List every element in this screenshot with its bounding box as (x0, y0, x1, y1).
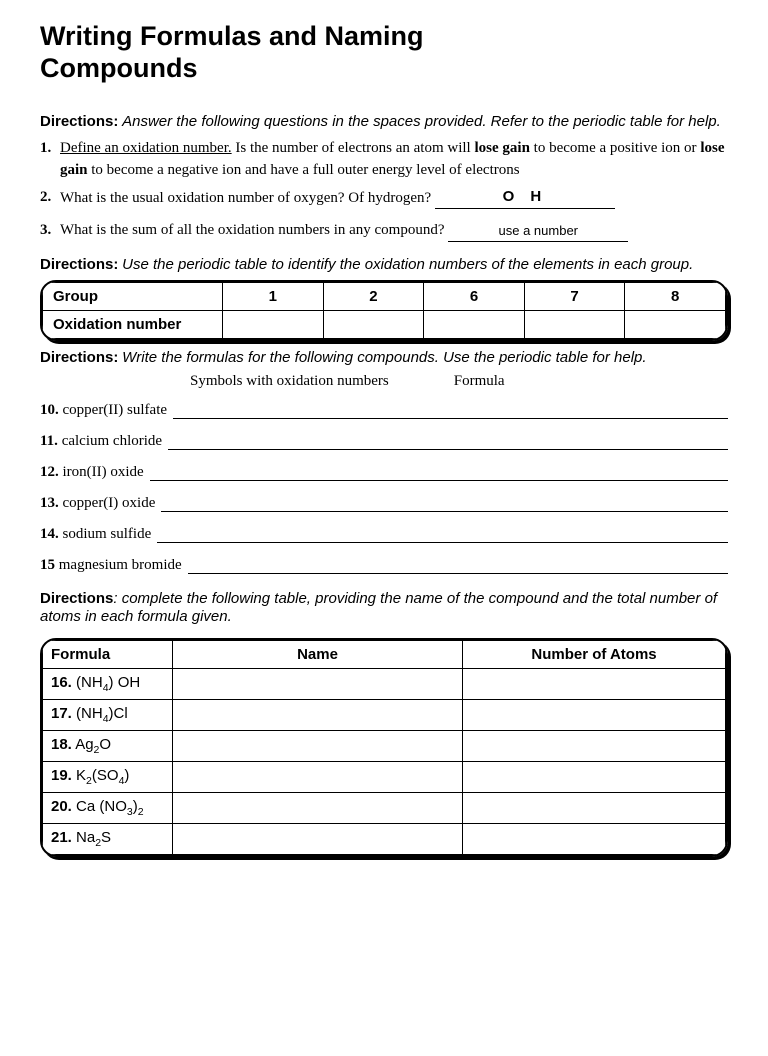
name-cell[interactable] (173, 761, 463, 792)
question-2: 2. What is the usual oxidation number of… (40, 186, 728, 210)
oxnum-cell[interactable] (625, 310, 726, 338)
name-cell[interactable] (173, 823, 463, 854)
oxnum-cell[interactable] (524, 310, 625, 338)
th-atoms: Number of Atoms (463, 640, 726, 668)
directions-text: : complete the following table, providin… (40, 590, 717, 625)
table-row: 21. Na2S (43, 823, 726, 854)
atoms-cell[interactable] (463, 823, 726, 854)
compound-label: 14. sodium sulfide (40, 526, 151, 543)
directions-text: Use the periodic table to identify the o… (122, 256, 693, 273)
compound-row: 14. sodium sulfide (40, 526, 728, 543)
table-header-row: Formula Name Number of Atoms (43, 640, 726, 668)
q2-answer-blank[interactable]: O H (435, 186, 615, 210)
th-formula: Formula (43, 640, 173, 668)
table-row: Oxidation number (43, 310, 726, 338)
table-row: 16. (NH4) OH (43, 668, 726, 699)
name-cell[interactable] (173, 730, 463, 761)
formula-cell: 18. Ag2O (43, 730, 173, 761)
atoms-cell[interactable] (463, 761, 726, 792)
directions-label: Directions (40, 590, 113, 607)
compound-row: 13. copper(I) oxide (40, 495, 728, 512)
directions-label: Directions: (40, 349, 118, 366)
group-header: Group (43, 282, 223, 310)
atoms-cell[interactable] (463, 792, 726, 823)
directions-4: Directions: complete the following table… (40, 590, 728, 626)
q1-text-c: to become a negative ion and have a full… (88, 162, 520, 178)
question-1: 1. Define an oxidation number. Is the nu… (40, 137, 728, 182)
compound-row: 11. calcium chloride (40, 433, 728, 450)
oxidation-table: Group 1 2 6 7 8 Oxidation number (40, 280, 728, 341)
question-number: 3. (40, 219, 60, 242)
name-cell[interactable] (173, 792, 463, 823)
compound-label: 12. iron(II) oxide (40, 464, 144, 481)
compound-row: 10. copper(II) sulfate (40, 402, 728, 419)
formula-table: Formula Name Number of Atoms 16. (NH4) O… (40, 638, 728, 857)
group-col: 6 (424, 282, 525, 310)
compound-row: 15 magnesium bromide (40, 557, 728, 574)
formula-cell: 17. (NH4)Cl (43, 699, 173, 730)
directions-label: Directions: (40, 256, 118, 273)
table-row: 20. Ca (NO3)2 (43, 792, 726, 823)
directions-1: Directions: Answer the following questio… (40, 113, 728, 131)
name-cell[interactable] (173, 699, 463, 730)
answer-blank[interactable] (188, 560, 728, 574)
oxnum-cell[interactable] (424, 310, 525, 338)
atoms-cell[interactable] (463, 668, 726, 699)
q1-text-b: to become a positive ion or (530, 140, 700, 156)
q2-text: What is the usual oxidation number of ox… (60, 190, 435, 206)
directions-text: Write the formulas for the following com… (122, 349, 646, 366)
table-row: 17. (NH4)Cl (43, 699, 726, 730)
directions-label: Directions: (40, 113, 118, 130)
atoms-cell[interactable] (463, 730, 726, 761)
atoms-cell[interactable] (463, 699, 726, 730)
formula-cell: 16. (NH4) OH (43, 668, 173, 699)
col-header-2: Formula (454, 373, 505, 390)
directions-text: Answer the following questions in the sp… (122, 113, 721, 130)
table-row: 19. K2(SO4) (43, 761, 726, 792)
compound-row: 12. iron(II) oxide (40, 464, 728, 481)
col-header-1: Symbols with oxidation numbers (190, 373, 450, 390)
answer-blank[interactable] (157, 529, 728, 543)
directions-3: Directions: Write the formulas for the f… (40, 349, 728, 367)
table-row: Group 1 2 6 7 8 (43, 282, 726, 310)
group-col: 1 (223, 282, 324, 310)
page-title: Writing Formulas and Naming Compounds (40, 20, 728, 85)
oxnum-cell[interactable] (223, 310, 324, 338)
compound-label: 13. copper(I) oxide (40, 495, 155, 512)
formula-cell: 20. Ca (NO3)2 (43, 792, 173, 823)
answer-blank[interactable] (173, 405, 728, 419)
name-cell[interactable] (173, 668, 463, 699)
table-row: 18. Ag2O (43, 730, 726, 761)
title-line-2: Compounds (40, 53, 197, 83)
formula-cell: 19. K2(SO4) (43, 761, 173, 792)
question-number: 1. (40, 137, 60, 182)
directions-2: Directions: Use the periodic table to id… (40, 256, 728, 274)
th-name: Name (173, 640, 463, 668)
compound-label: 15 magnesium bromide (40, 557, 182, 574)
column-headers: Symbols with oxidation numbers Formula (190, 373, 728, 390)
q3-answer-blank[interactable]: use a number (448, 221, 628, 242)
answer-blank[interactable] (150, 467, 728, 481)
oxnum-cell[interactable] (323, 310, 424, 338)
answer-blank[interactable] (161, 498, 728, 512)
question-body: What is the sum of all the oxidation num… (60, 219, 728, 242)
question-body: What is the usual oxidation number of ox… (60, 186, 728, 210)
question-body: Define an oxidation number. Is the numbe… (60, 137, 728, 182)
oxnum-header: Oxidation number (43, 310, 223, 338)
compound-label: 10. copper(II) sulfate (40, 402, 167, 419)
answer-blank[interactable] (168, 436, 728, 450)
q1-text-a: Is the number of electrons an atom will (232, 140, 475, 156)
compounds-list: 10. copper(II) sulfate 11. calcium chlori… (40, 402, 728, 574)
q1-bold1: lose gain (474, 140, 529, 156)
formula-cell: 21. Na2S (43, 823, 173, 854)
group-col: 7 (524, 282, 625, 310)
q1-underlined: Define an oxidation number. (60, 140, 232, 156)
question-number: 2. (40, 186, 60, 210)
compound-label: 11. calcium chloride (40, 433, 162, 450)
q3-text: What is the sum of all the oxidation num… (60, 222, 448, 238)
title-line-1: Writing Formulas and Naming (40, 21, 424, 51)
question-3: 3. What is the sum of all the oxidation … (40, 219, 728, 242)
group-col: 2 (323, 282, 424, 310)
group-col: 8 (625, 282, 726, 310)
